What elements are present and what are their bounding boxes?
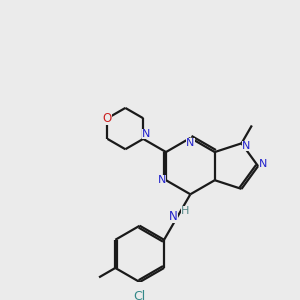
Text: H: H [181,206,189,216]
Text: Cl: Cl [134,290,146,300]
Text: N: N [158,175,166,185]
Text: O: O [103,112,112,125]
Text: N: N [142,129,150,139]
Text: N: N [242,141,250,151]
Text: N: N [259,159,267,169]
Text: N: N [186,138,194,148]
Text: N: N [169,210,178,223]
